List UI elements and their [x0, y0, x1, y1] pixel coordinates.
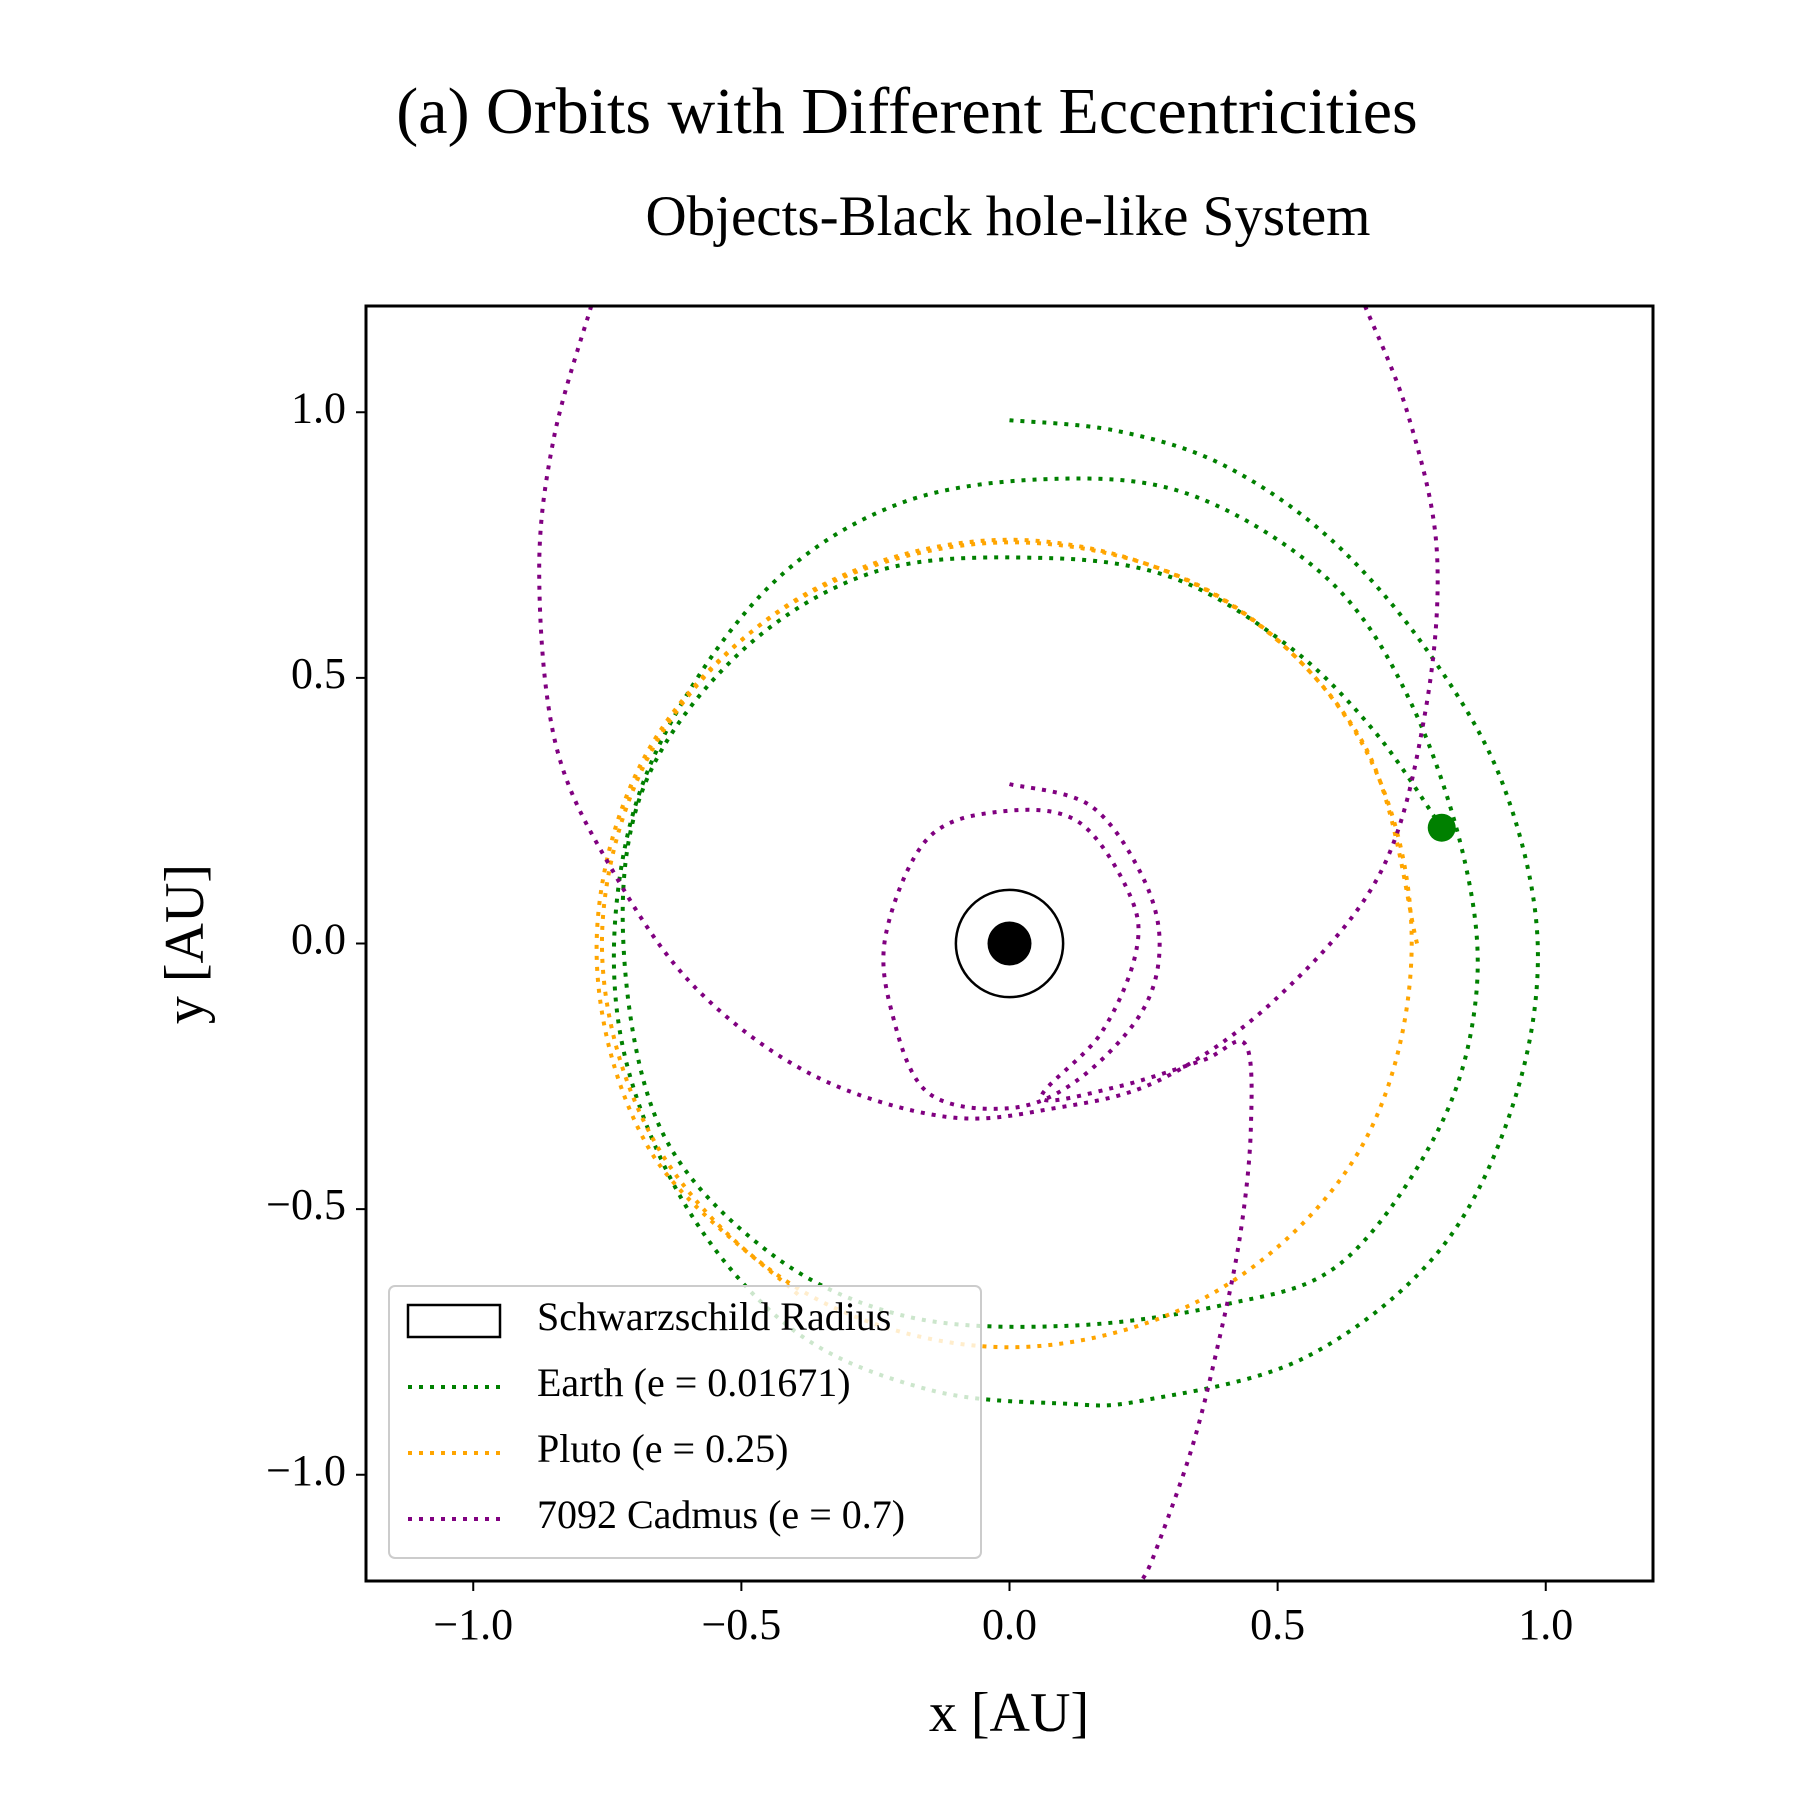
legend-patch — [406, 1303, 502, 1339]
orbit-line — [881, 782, 1254, 1581]
legend-label: Pluto (e = 0.25) — [537, 1426, 788, 1471]
x-tick-label: −0.5 — [701, 1600, 781, 1649]
x-tick-label: 1.0 — [1518, 1600, 1573, 1649]
y-axis-label: y [AU] — [154, 864, 216, 1024]
x-tick-label: 0.5 — [1250, 1600, 1305, 1649]
x-tick-label: −1.0 — [433, 1600, 513, 1649]
y-tick-label: 0.0 — [291, 915, 346, 964]
y-tick-label: 1.0 — [291, 383, 346, 432]
marker — [1427, 813, 1456, 842]
chart-title: (a) Orbits with Different Eccentricities — [396, 75, 1417, 148]
legend-box — [388, 1285, 982, 1559]
legend-label: Schwarzschild Radius — [537, 1294, 891, 1339]
x-axis-label: x [AU] — [929, 1682, 1089, 1744]
x-tick-label: 0.0 — [982, 1600, 1037, 1649]
y-tick-label: 0.5 — [291, 649, 346, 698]
schwarzschild-radius — [954, 888, 1065, 999]
marker — [987, 921, 1032, 966]
legend-label: 7092 Cadmus (e = 0.7) — [537, 1492, 905, 1537]
y-tick-label: −1.0 — [266, 1446, 346, 1495]
y-tick-label: −0.5 — [266, 1180, 346, 1229]
plot-area — [537, 306, 1540, 1581]
chart-subtitle: Objects-Black hole-like System — [646, 185, 1371, 248]
plot-frame — [364, 304, 1655, 1583]
orbit-line — [594, 537, 1419, 1350]
legend-label: Earth (e = 0.01671) — [537, 1360, 851, 1405]
